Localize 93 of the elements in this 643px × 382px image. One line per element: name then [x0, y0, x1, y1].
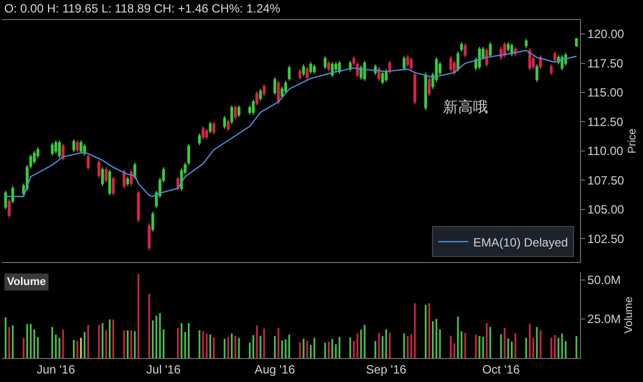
candlestick	[550, 64, 553, 76]
candlestick	[428, 76, 431, 96]
candlestick	[560, 54, 564, 71]
candlestick	[262, 84, 266, 96]
candlestick	[273, 76, 276, 96]
y-tick-label: 112.50	[587, 114, 624, 129]
candlestick	[8, 198, 11, 218]
annotation: 新高哦	[443, 98, 488, 116]
candlestick	[478, 46, 481, 70]
candlestick	[212, 121, 216, 136]
candlestick	[80, 140, 82, 154]
candlestick	[202, 126, 204, 140]
candlestick	[198, 132, 201, 146]
candlestick	[226, 118, 230, 132]
candlestick	[536, 64, 538, 82]
candlestick	[363, 60, 366, 82]
candlestick	[252, 99, 255, 116]
candlestick	[112, 176, 115, 196]
candlestick	[76, 140, 79, 153]
candlestick	[306, 66, 309, 80]
candlestick	[309, 62, 312, 74]
candlestick	[137, 190, 140, 223]
candlestick	[223, 115, 226, 130]
candlestick	[62, 143, 64, 161]
y-tick-label: 120.00	[587, 27, 624, 42]
line-series	[4, 50, 578, 198]
y-axis-title: Price	[626, 128, 639, 154]
candlestick	[284, 80, 287, 94]
candlestick	[338, 60, 341, 74]
candlestick	[506, 42, 510, 52]
candlestick	[460, 42, 463, 52]
candlestick	[500, 46, 502, 60]
candlestick	[327, 60, 330, 72]
y-axis-title: Volume	[622, 296, 635, 334]
y-tick-label: 50.0M	[587, 273, 621, 288]
candlestick	[238, 104, 240, 118]
x-tick-label: Oct '16	[482, 362, 520, 376]
candlestick	[381, 70, 384, 85]
candlestick	[277, 80, 280, 105]
candlestick	[205, 128, 208, 140]
candlestick	[86, 154, 90, 170]
candlestick	[104, 166, 108, 183]
y-tick-label: 107.50	[587, 173, 624, 188]
y-tick-label: 105.00	[587, 202, 624, 217]
candlestick	[524, 38, 528, 49]
y-tick-label: 102.50	[587, 232, 624, 246]
candlestick	[108, 169, 112, 196]
candlestick	[259, 88, 262, 102]
candlestick	[50, 142, 54, 156]
candlestick	[406, 54, 410, 68]
candlestick	[151, 211, 154, 232]
candlestick	[32, 150, 36, 164]
candlestick	[148, 222, 151, 251]
candlestick	[302, 64, 305, 77]
candlestick	[539, 54, 542, 70]
candlestick	[54, 140, 58, 154]
candlestick	[208, 121, 212, 134]
candlestick	[234, 104, 237, 120]
candlestick	[410, 56, 413, 71]
candlestick	[298, 68, 302, 80]
candlestick	[413, 72, 416, 105]
candlestick	[230, 104, 234, 125]
candlestick	[449, 56, 452, 72]
y-tick-label: 115.00	[587, 86, 624, 100]
candlestick	[288, 65, 291, 82]
candlestick	[122, 169, 126, 189]
candlestick	[312, 64, 316, 74]
x-tick-label: Sep '16	[366, 362, 407, 376]
candlestick	[575, 38, 578, 48]
candlestick	[256, 90, 258, 106]
chart-title: Volume	[7, 276, 46, 288]
x-tick-label: Jul '16	[146, 362, 182, 376]
candlestick	[553, 51, 556, 63]
candlestick	[98, 160, 100, 178]
candlestick	[72, 138, 76, 153]
chart-title: O: 0.00 H: 119.65 L: 118.89 CH: +1.46 CH%: 1.24%	[4, 1, 281, 16]
y-tick-label: 110.00	[587, 144, 624, 158]
candlestick	[503, 42, 506, 58]
candlestick	[4, 190, 7, 210]
candlestick	[402, 56, 406, 71]
candlestick	[58, 140, 61, 158]
y-tick-label: 117.50	[587, 56, 624, 70]
candlestick	[101, 166, 104, 187]
candlestick	[324, 56, 326, 70]
candlestick	[126, 176, 130, 187]
x-tick-label: Aug '16	[254, 362, 296, 376]
legend-label: EMA(10) Delayed	[473, 235, 568, 250]
candlestick	[488, 42, 492, 58]
candlestick	[464, 42, 466, 58]
x-tick-label: Jun '16	[36, 362, 76, 376]
candlestick	[456, 51, 460, 72]
candlestick	[360, 65, 362, 80]
y-tick-label: 25.0M	[587, 312, 621, 326]
